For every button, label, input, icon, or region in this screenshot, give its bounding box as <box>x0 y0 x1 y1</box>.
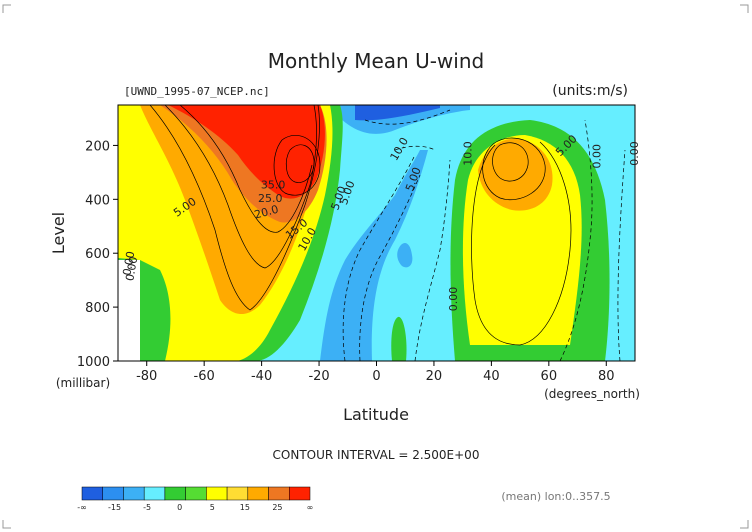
colorbar-swatch <box>185 486 207 501</box>
colorbar-label: 15 <box>240 503 250 512</box>
y-tick-label: 200 <box>85 139 110 154</box>
colorbar-swatch <box>226 486 249 501</box>
x-tick-label: 80 <box>598 369 615 384</box>
contour-label: 0.00 <box>123 256 140 282</box>
contour-field <box>118 105 635 361</box>
contour-label: 10.0 <box>461 141 474 166</box>
chart-title: Monthly Mean U-wind <box>268 49 484 73</box>
footer-text: (mean) lon:0..357.5 <box>501 490 610 503</box>
y-axis: 200 400 600 800 1000 <box>77 139 118 370</box>
contour-label: 0.00 <box>447 287 460 312</box>
x-tick-label: 40 <box>483 369 500 384</box>
x-tick-label: -40 <box>251 369 272 384</box>
colorbar-swatch <box>164 486 186 501</box>
colorbar: -∞ -15 -5 0 5 15 25 ∞ <box>77 486 314 512</box>
colorbar-swatch <box>81 486 103 501</box>
y-tick-label: 600 <box>85 247 110 262</box>
source-label: [UWND_1995-07_NCEP.nc] <box>124 85 270 98</box>
contour-label: 0.00 <box>120 250 137 276</box>
colorbar-label: ∞ <box>307 503 314 512</box>
colorbar-label: -15 <box>108 503 121 512</box>
contour-label: 0.00 <box>591 144 604 169</box>
x-axis-title: Latitude <box>343 405 409 424</box>
x-tick-label: -20 <box>308 369 329 384</box>
colorbar-label: -5 <box>143 503 151 512</box>
contour-band-neg-tropics <box>320 150 428 361</box>
contour-band-5-equatorial <box>391 316 407 361</box>
colorbar-label: 0 <box>177 503 182 512</box>
colorbar-swatch <box>289 486 311 501</box>
y-tick-label: 800 <box>85 301 110 316</box>
contour-lines <box>149 105 572 346</box>
colorbar-swatch <box>143 486 166 501</box>
contour-label: 20.0 <box>253 203 280 222</box>
x-tick-label: -80 <box>136 369 157 384</box>
x-tick-label: 60 <box>541 369 558 384</box>
crop-marks <box>2 4 749 529</box>
y-tick-label: 400 <box>85 193 110 208</box>
colorbar-swatch <box>123 486 145 501</box>
colorbar-swatch <box>206 486 228 501</box>
x-tick-label: 0 <box>372 369 380 384</box>
contour-interval-text: CONTOUR INTERVAL = 2.500E+00 <box>273 448 480 462</box>
colorbar-swatch <box>102 486 124 501</box>
contour-band-20-northern <box>478 138 553 211</box>
units-label: (units:m/s) <box>552 83 628 99</box>
contour-label: 35.0 <box>261 179 286 192</box>
colorbar-label: 5 <box>210 503 215 512</box>
y-axis-unit: (millibar) <box>56 376 110 390</box>
colorbar-swatch <box>247 486 269 501</box>
x-tick-label: -60 <box>194 369 215 384</box>
colorbar-label: 25 <box>272 503 282 512</box>
contour-label: 0.00 <box>628 141 641 166</box>
x-axis-unit: (degrees_north) <box>544 387 640 401</box>
colorbar-swatch <box>268 486 290 501</box>
contour-band-neg-strong <box>355 105 440 121</box>
contour-band-neg-patch <box>397 243 413 268</box>
topography-mask <box>118 260 140 361</box>
x-axis: -80 -60 -40 -20 0 20 40 60 80 <box>136 361 615 384</box>
contour-label: 25.0 <box>258 192 283 205</box>
colorbar-label: -∞ <box>77 503 87 512</box>
y-tick-label: 1000 <box>77 355 110 370</box>
y-axis-title: Level <box>49 212 68 254</box>
contour-band-30-southern <box>168 105 325 199</box>
x-tick-label: 20 <box>426 369 443 384</box>
negative-contours <box>342 109 626 361</box>
